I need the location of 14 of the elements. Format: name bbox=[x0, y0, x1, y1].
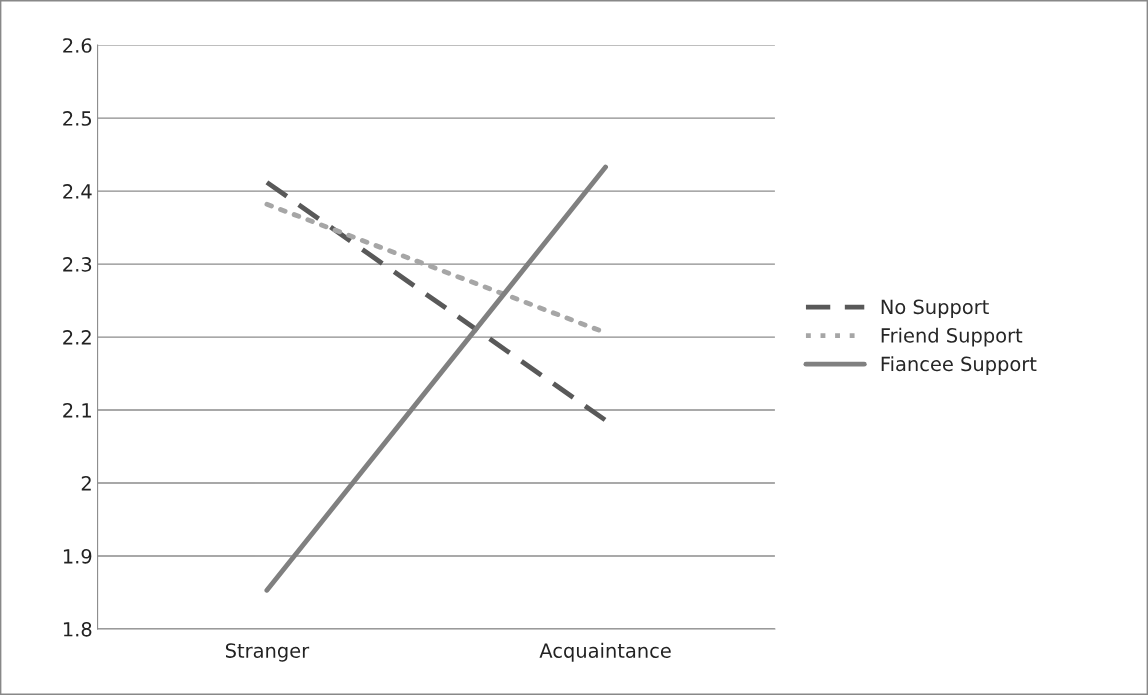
legend-label: Friend Support bbox=[881, 327, 1023, 347]
y-tick-label: 2.4 bbox=[63, 184, 92, 199]
y-tick-label: 2 bbox=[81, 475, 91, 491]
legend-label: Fiancee Support bbox=[881, 356, 1037, 376]
y-tick-label: 2.2 bbox=[63, 330, 91, 345]
x-tick-label: Stranger bbox=[225, 643, 310, 662]
y-tick-label: 2.3 bbox=[63, 257, 92, 272]
y-tick-label: 2.1 bbox=[63, 403, 91, 418]
y-tick-label: 2.5 bbox=[63, 111, 92, 126]
legend-label: No Support bbox=[881, 299, 989, 318]
y-tick-label: 1.9 bbox=[63, 548, 92, 564]
x-tick-label: Acquaintance bbox=[539, 642, 671, 662]
y-tick-label: 1.8 bbox=[63, 621, 92, 637]
y-tick-label: 2.6 bbox=[63, 38, 92, 53]
